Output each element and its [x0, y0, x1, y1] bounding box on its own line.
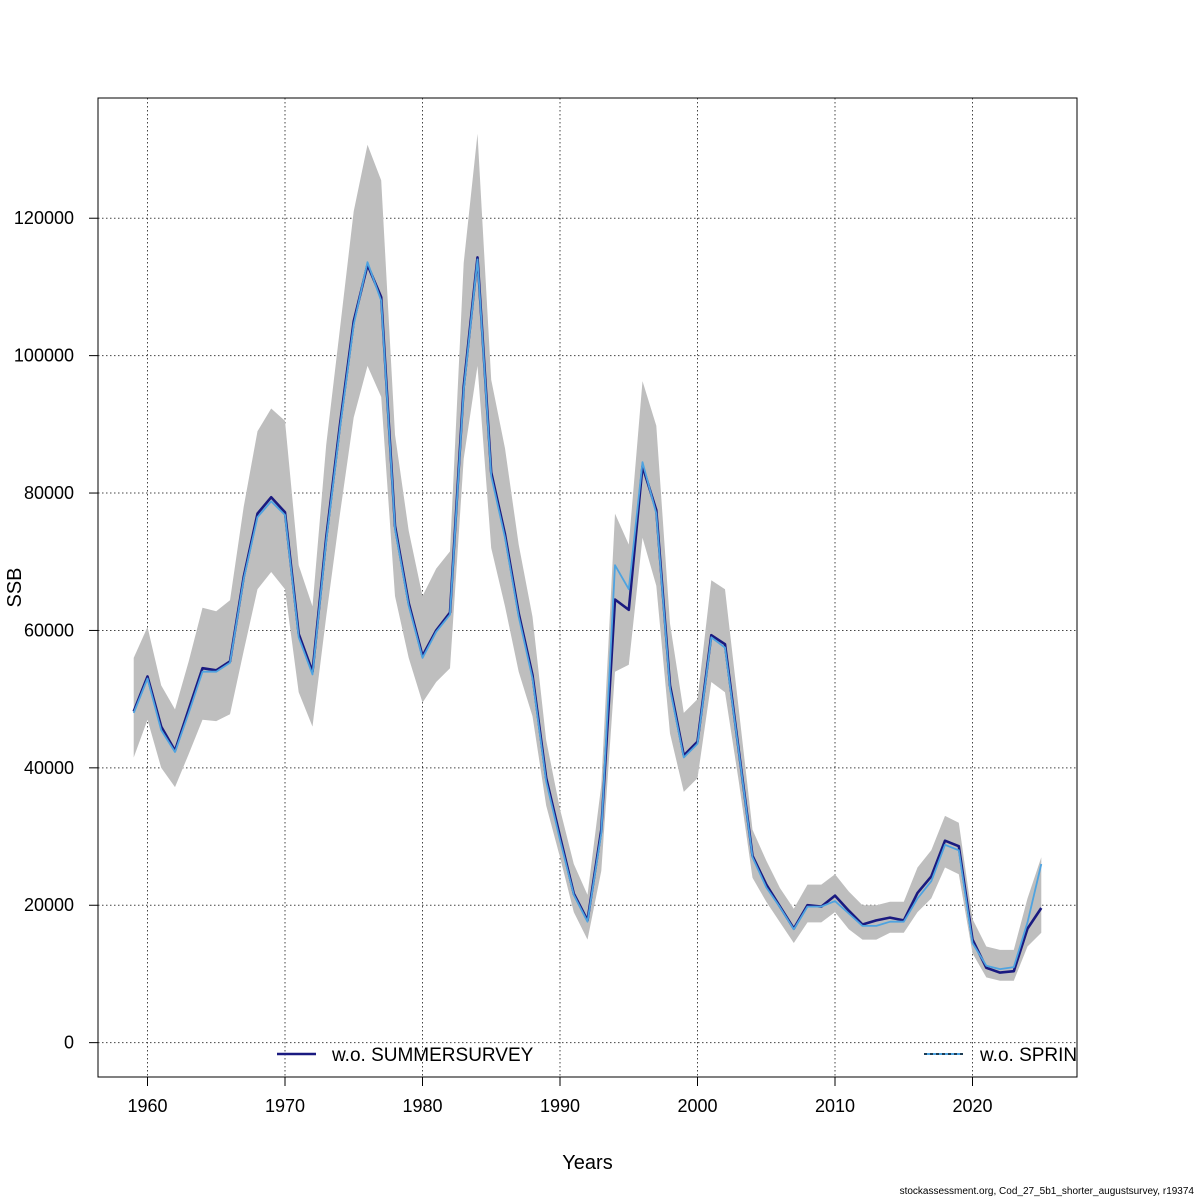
x-axis-title: Years — [562, 1152, 612, 1174]
legend-label-summersurvey: w.o. SUMMERSURVEY — [331, 1045, 534, 1066]
grid-lines — [98, 98, 1077, 1077]
y-axis: 0 20000 40000 60000 80000 100000 120000 — [14, 208, 98, 1053]
y-axis-title: SSB — [4, 567, 26, 607]
y-tick-label: 40000 — [24, 758, 74, 778]
x-tick-label: 1960 — [127, 1096, 167, 1116]
series-line-springsurvey — [132, 258, 1043, 970]
legend-label-springsurvey: w.o. SPRINGSURVEY — [979, 1045, 1170, 1066]
plot-frame — [97, 97, 1078, 1078]
x-tick-label: 2010 — [815, 1096, 855, 1116]
x-tick-label: 1990 — [540, 1096, 580, 1116]
x-tick-label: 1970 — [265, 1096, 305, 1116]
legend: w.o. SUMMERSURVEY w.o. SPRINGSURVEY — [277, 1045, 1170, 1066]
x-tick-label: 2020 — [952, 1096, 992, 1116]
y-tick-label: 80000 — [24, 483, 74, 503]
y-tick-label: 0 — [64, 1033, 74, 1053]
footnote: stockassessment.org, Cod_27_5b1_shorter_… — [899, 1186, 1194, 1197]
series-lines — [132, 256, 1043, 974]
y-tick-label: 100000 — [14, 346, 74, 366]
confidence-band-area — [133, 133, 1042, 981]
y-tick-label: 60000 — [24, 620, 74, 640]
x-axis: 1960 1970 1980 1990 2000 2010 2020 — [127, 1077, 993, 1116]
x-tick-label: 2000 — [677, 1096, 717, 1116]
series-line-summersurvey — [132, 256, 1043, 974]
confidence-band — [133, 133, 1042, 981]
y-tick-label: 20000 — [24, 895, 74, 915]
y-tick-label: 120000 — [14, 208, 74, 228]
x-tick-label: 1980 — [402, 1096, 442, 1116]
